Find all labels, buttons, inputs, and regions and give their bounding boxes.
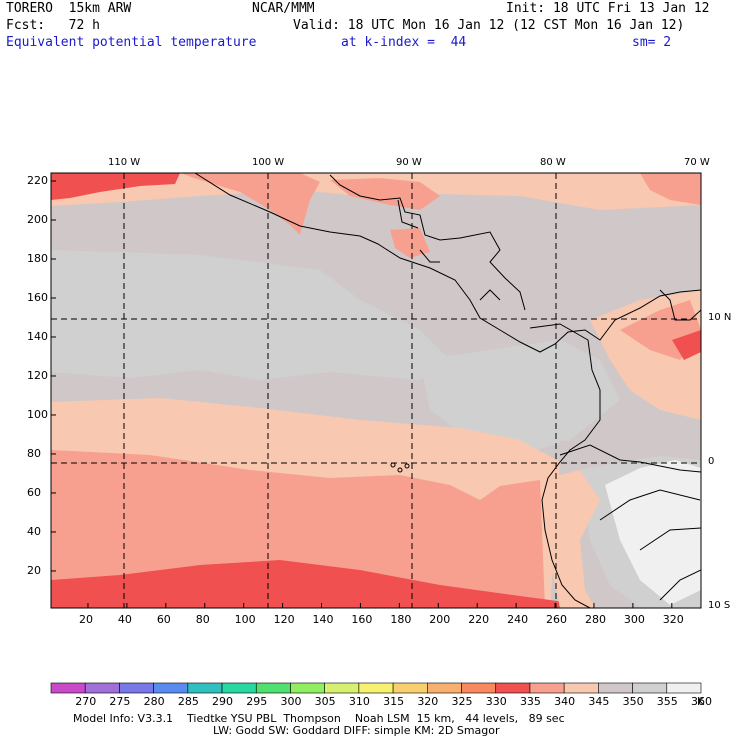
- colorbar-label: 280: [143, 695, 165, 708]
- x-tick-label: 60: [156, 613, 171, 626]
- colorbar-swatch: [427, 682, 462, 694]
- x-tick-label: 320: [662, 613, 684, 626]
- forecast-hour: Fcst: 72 h: [6, 18, 100, 33]
- colorbar-label: 285: [177, 695, 199, 708]
- coastlines: [194, 173, 701, 608]
- lon-label: 80 W: [540, 157, 566, 168]
- x-tick-label: 240: [507, 613, 529, 626]
- smoothing-info: sm= 2: [632, 35, 672, 50]
- y-tick-label: 60: [27, 485, 41, 499]
- colorbar-label: 310: [348, 695, 370, 708]
- lon-label: 70 W: [684, 157, 710, 168]
- lon-label: 90 W: [396, 157, 422, 168]
- lat-label: 10 S: [708, 600, 731, 611]
- colorbar-swatch: [84, 682, 120, 694]
- y-tick-label: 140: [27, 329, 48, 343]
- colorbar-swatch: [290, 682, 325, 694]
- x-tick-label: 300: [623, 613, 645, 626]
- colorbar-swatch: [324, 682, 360, 694]
- colorbar-label: 345: [588, 695, 610, 708]
- lat-label: 10 N: [708, 312, 732, 323]
- colorbar-label: 360: [691, 695, 712, 708]
- colorbar-swatch: [358, 682, 394, 694]
- colorbar-swatch: [666, 682, 702, 694]
- colorbar-label: 330: [485, 695, 507, 708]
- init-time: Init: 18 UTC Fri 13 Jan 12: [506, 1, 710, 16]
- colorbar-swatch: [153, 682, 189, 694]
- lat-label: 0: [708, 456, 715, 467]
- y-tick-label: 180: [27, 251, 48, 265]
- colorbar-label: 335: [519, 695, 541, 708]
- lat-lon-grid: [51, 173, 701, 608]
- x-tick-label: 80: [195, 613, 210, 626]
- model-info-line1: Model Info: V3.3.1 Tiedtke YSU PBL Thomp…: [73, 712, 565, 725]
- colorbar-label: 300: [280, 695, 302, 708]
- center-name: NCAR/MMM: [252, 1, 315, 16]
- colorbar-label: 290: [212, 695, 234, 708]
- y-tick-label: 40: [27, 524, 41, 538]
- colorbar-swatch: [461, 682, 497, 694]
- y-tick-label: 160: [27, 290, 48, 304]
- x-tick-label: 160: [351, 613, 373, 626]
- x-tick-label: 260: [546, 613, 568, 626]
- colorbar-label: 270: [75, 695, 97, 708]
- x-tick-label: 220: [468, 613, 490, 626]
- colorbar-swatch: [221, 682, 257, 694]
- colorbar-swatch: [255, 682, 291, 694]
- temperature-field: [51, 173, 701, 608]
- colorbar-label: 340: [554, 695, 576, 708]
- colorbar-swatch: [187, 682, 223, 694]
- x-tick-label: 200: [429, 613, 451, 626]
- map-frame: [50, 172, 702, 609]
- lon-label: 110 W: [108, 157, 141, 168]
- colorbar-label: 295: [246, 695, 268, 708]
- valid-time: Valid: 18 UTC Mon 16 Jan 12 (12 CST Mon …: [293, 18, 685, 33]
- x-tick-label: 20: [78, 613, 93, 626]
- colorbar-swatch: [563, 682, 599, 694]
- x-tick-label: 140: [312, 613, 334, 626]
- colorbar-unit: K: [697, 695, 705, 708]
- y-tick-label: 200: [27, 212, 48, 226]
- colorbar-swatch: [392, 682, 428, 694]
- y-tick-label: 20: [27, 563, 41, 577]
- colorbar-swatch: [119, 682, 154, 694]
- colorbar-swatch: [598, 682, 633, 694]
- colorbar-label: 320: [417, 695, 439, 708]
- colorbar-swatch: [50, 682, 86, 694]
- y-tick-label: 100: [27, 407, 48, 421]
- colorbar-label: 315: [383, 695, 405, 708]
- model-title: TORERO 15km ARW: [6, 1, 132, 16]
- colorbar-swatch: [495, 682, 531, 694]
- x-tick-label: 100: [234, 613, 256, 626]
- level-info: at k-index = 44: [341, 35, 467, 50]
- lon-label: 100 W: [252, 157, 285, 168]
- model-info-line2: LW: Godd SW: Goddard DIFF: simple KM: 2D…: [213, 724, 500, 737]
- field-name: Equivalent potential temperature: [6, 35, 257, 50]
- colorbar-swatch: [632, 682, 668, 694]
- colorbar-label: 350: [622, 695, 644, 708]
- colorbar-label: 305: [314, 695, 336, 708]
- y-tick-label: 120: [27, 368, 48, 382]
- colorbar-label: 275: [109, 695, 131, 708]
- y-tick-label: 80: [27, 446, 41, 460]
- x-tick-label: 40: [117, 613, 132, 626]
- colorbar-swatch: [529, 682, 565, 694]
- x-tick-label: 180: [390, 613, 412, 626]
- colorbar-label: 355: [656, 695, 678, 708]
- y-tick-label: 220: [27, 174, 48, 187]
- x-tick-label: 280: [584, 613, 606, 626]
- x-tick-label: 120: [273, 613, 295, 626]
- colorbar-label: 325: [451, 695, 473, 708]
